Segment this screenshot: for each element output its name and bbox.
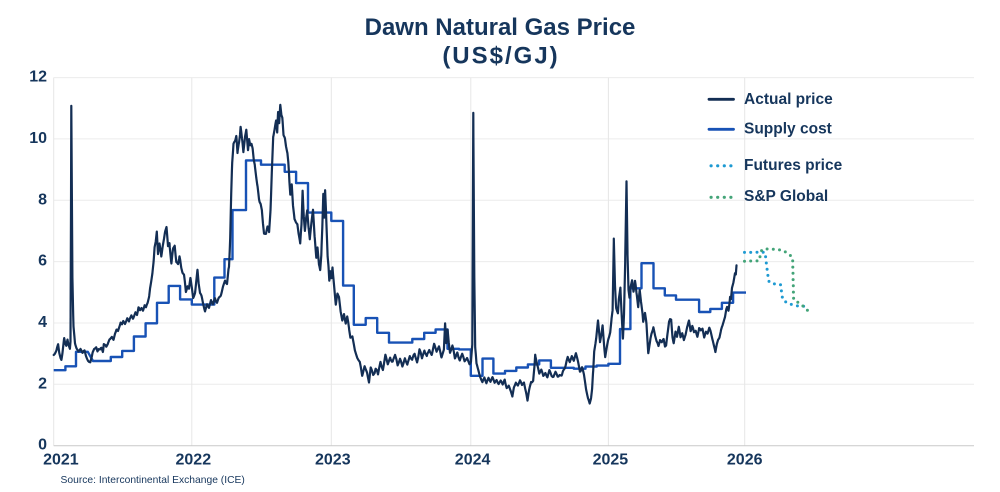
- svg-text:Supply cost: Supply cost: [744, 121, 832, 138]
- svg-text:Source: Intercontinental Excha: Source: Intercontinental Exchange (ICE): [61, 475, 245, 486]
- svg-text:8: 8: [38, 191, 47, 208]
- svg-text:4: 4: [38, 314, 47, 331]
- svg-text:0: 0: [38, 437, 47, 454]
- svg-text:12: 12: [29, 69, 47, 86]
- svg-text:2024: 2024: [455, 452, 491, 469]
- svg-text:6: 6: [38, 253, 47, 270]
- svg-text:2025: 2025: [593, 452, 629, 469]
- svg-text:2026: 2026: [727, 452, 763, 469]
- svg-text:Futures price: Futures price: [744, 157, 843, 174]
- svg-text:2023: 2023: [315, 452, 351, 469]
- svg-text:10: 10: [29, 130, 47, 147]
- svg-text:2022: 2022: [176, 452, 212, 469]
- svg-text:2: 2: [38, 375, 47, 392]
- svg-text:S&P Global: S&P Global: [744, 188, 828, 205]
- svg-text:(US$/GJ): (US$/GJ): [442, 43, 559, 70]
- svg-text:2021: 2021: [43, 452, 79, 469]
- svg-text:Actual price: Actual price: [744, 91, 833, 108]
- svg-text:Dawn Natural Gas Price: Dawn Natural Gas Price: [365, 14, 636, 41]
